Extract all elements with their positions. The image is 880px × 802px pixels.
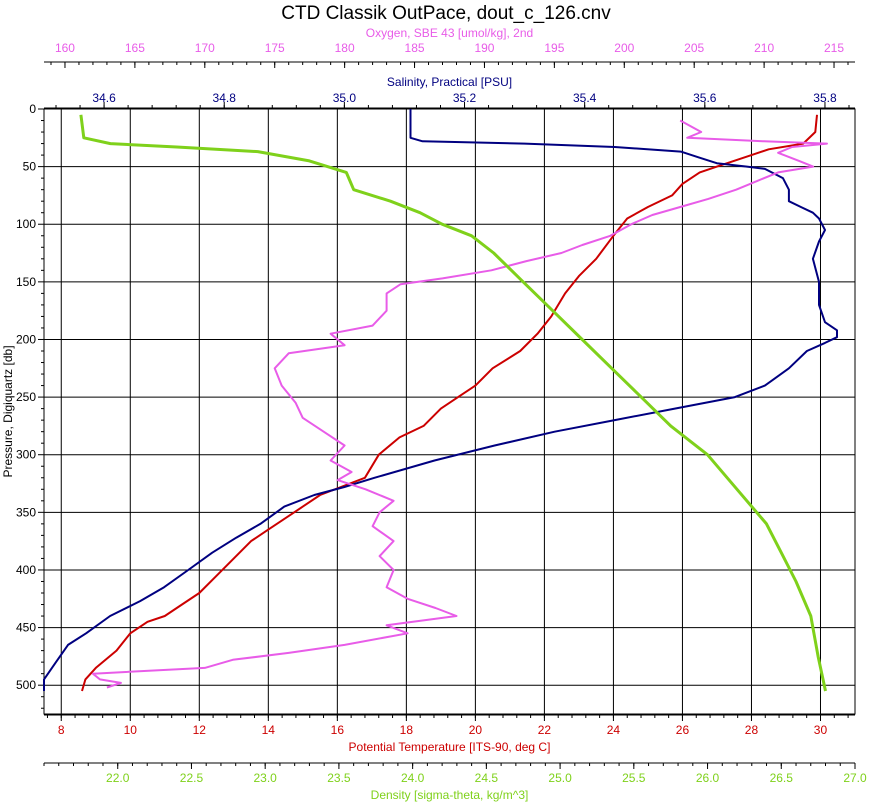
- density-axis-title: Density [sigma-theta, kg/m^3]: [371, 788, 529, 802]
- pressure-tick-label-300: 300: [16, 448, 36, 462]
- pressure-tick-label-0: 0: [29, 102, 36, 116]
- salinity-axis-title: Salinity, Practical [PSU]: [387, 75, 512, 89]
- oxygen-tick-label-200: 200: [614, 41, 634, 55]
- salinity-profile-line: [43, 109, 838, 691]
- pressure-axis-title: Pressure, Digiquartz [db]: [1, 345, 15, 477]
- grid-lines: [44, 108, 855, 714]
- pressure-axis: 0 50 100 150 200 250 300 350 400 450 500 Pressure, …: [1, 102, 44, 709]
- pressure-tick-label-250: 250: [16, 390, 36, 404]
- temperature-tick-label-12: 12: [193, 723, 207, 737]
- density-tick-label-26-0: 26.0: [696, 771, 720, 785]
- oxygen-axis-title: Oxygen, SBE 43 [umol/kg], 2nd: [366, 26, 533, 40]
- temperature-profile-line: [81, 114, 818, 692]
- oxygen-tick-label-160: 160: [55, 41, 75, 55]
- oxygen-tick-label-180: 180: [335, 41, 355, 55]
- temperature-tick-label-26: 26: [676, 723, 690, 737]
- density-tick-label-25-5: 25.5: [622, 771, 646, 785]
- temperature-axis-title: Potential Temperature [ITS-90, deg C]: [349, 740, 551, 754]
- oxygen-tick-label-170: 170: [195, 41, 215, 55]
- density-tick-label-24-0: 24.0: [401, 771, 425, 785]
- top-axes: 160 165 170 175 180 185 190 195 200 205 210 215 Oxyg…: [44, 26, 855, 109]
- salinity-tick-label-35-6: 35.6: [693, 91, 717, 105]
- oxygen-tick-label-215: 215: [824, 41, 844, 55]
- salinity-tick-label-35-2: 35.2: [453, 91, 477, 105]
- temperature-tick-label-8: 8: [58, 723, 65, 737]
- density-axis: 22.0 22.5 23.0 23.5 24.0 24.5 25.0 25.5 26.0 26.5…: [43, 762, 867, 802]
- density-profile-line: [79, 114, 827, 692]
- density-tick-label-23-0: 23.0: [254, 771, 278, 785]
- oxygen-axis: 160 165 170 175 180 185 190 195 200 205 210 215 Oxyg…: [44, 26, 855, 68]
- density-tick-label-23-5: 23.5: [327, 771, 351, 785]
- pressure-tick-label-400: 400: [16, 563, 36, 577]
- salinity-tick-label-35-4: 35.4: [573, 91, 597, 105]
- chart-title: CTD Classik OutPace, dout_c_126.cnv: [281, 3, 611, 24]
- oxygen-tick-label-205: 205: [684, 41, 704, 55]
- density-tick-label-27-0: 27.0: [843, 771, 867, 785]
- temperature-tick-label-22: 22: [538, 723, 552, 737]
- pressure-tick-label-150: 150: [16, 275, 36, 289]
- temperature-axis: 8 10 12 14 16 18 20 22 24 26 28 30 Potential Tempera…: [44, 714, 855, 754]
- pressure-tick-label-50: 50: [23, 160, 37, 174]
- temperature-tick-label-16: 16: [331, 723, 345, 737]
- salinity-tick-label-34-8: 34.8: [213, 91, 237, 105]
- oxygen-tick-label-190: 190: [474, 41, 494, 55]
- density-tick-label-24-5: 24.5: [475, 771, 499, 785]
- salinity-axis: 34.6 34.8 35.0 35.2 35.4 35.6 35.8 Salinity, Pr…: [44, 75, 855, 109]
- oxygen-tick-label-210: 210: [754, 41, 774, 55]
- pressure-tick-label-100: 100: [16, 217, 36, 231]
- density-tick-label-22-0: 22.0: [106, 771, 130, 785]
- temperature-tick-label-20: 20: [469, 723, 483, 737]
- temperature-tick-label-30: 30: [814, 723, 828, 737]
- density-tick-label-25-0: 25.0: [548, 771, 572, 785]
- density-tick-label-22-5: 22.5: [180, 771, 204, 785]
- salinity-tick-label-35-0: 35.0: [333, 91, 357, 105]
- pressure-tick-label-200: 200: [16, 332, 36, 346]
- temperature-tick-label-24: 24: [607, 723, 621, 737]
- oxygen-tick-label-165: 165: [125, 41, 145, 55]
- salinity-tick-label-34-6: 34.6: [92, 91, 116, 105]
- pressure-tick-label-500: 500: [16, 678, 36, 692]
- plot-frame: [43, 108, 856, 715]
- salinity-tick-label-35-8: 35.8: [813, 91, 837, 105]
- temperature-tick-label-18: 18: [400, 723, 414, 737]
- oxygen-tick-label-185: 185: [405, 41, 425, 55]
- bottom-axes: 8 10 12 14 16 18 20 22 24 26 28 30 Potential Tempera…: [43, 714, 867, 802]
- density-tick-label-26-5: 26.5: [770, 771, 794, 785]
- temperature-tick-label-28: 28: [745, 723, 759, 737]
- oxygen-tick-label-195: 195: [544, 41, 564, 55]
- pressure-tick-label-350: 350: [16, 505, 36, 519]
- oxygen-tick-label-175: 175: [265, 41, 285, 55]
- oxygen-profile-line: [91, 119, 828, 689]
- series-layer: [43, 109, 838, 692]
- temperature-tick-label-14: 14: [262, 723, 276, 737]
- temperature-tick-label-10: 10: [124, 723, 138, 737]
- pressure-tick-label-450: 450: [16, 621, 36, 635]
